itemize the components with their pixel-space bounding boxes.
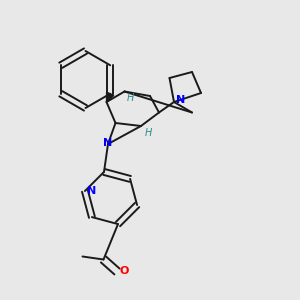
Text: H: H bbox=[127, 93, 134, 103]
Text: N: N bbox=[103, 137, 112, 148]
Text: N: N bbox=[176, 94, 185, 105]
Text: O: O bbox=[119, 266, 129, 277]
Text: H: H bbox=[145, 128, 152, 138]
Polygon shape bbox=[106, 92, 114, 102]
Text: N: N bbox=[87, 186, 96, 196]
